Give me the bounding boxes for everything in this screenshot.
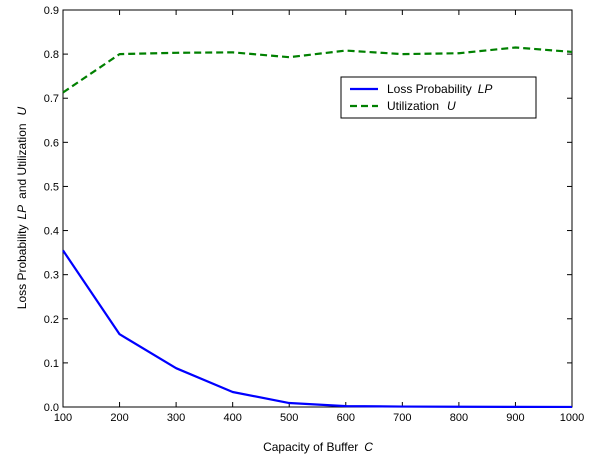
x-axis-title: Capacity of Buffer C [263, 440, 373, 454]
y-tick-label: 0.7 [44, 93, 59, 105]
x-tick-label: 800 [450, 412, 468, 424]
y-tick-label: 0.9 [44, 5, 59, 17]
legend-box [340, 76, 537, 119]
y-tick-label: 0.2 [44, 314, 59, 326]
legend: Loss Probability LP Utilization U [340, 76, 537, 119]
legend-label-utilization: Utilization U [387, 99, 456, 113]
x-tick-label: 300 [167, 412, 185, 424]
y-tick-label: 0.6 [44, 137, 59, 149]
x-tick-label: 600 [337, 412, 355, 424]
y-axis-ticks: 0.0 0.1 0.2 0.3 0.4 0.5 0.6 0.7 0.8 0.9 [44, 5, 572, 414]
x-axis-ticks: 100 200 300 400 500 600 700 800 900 1000 [54, 10, 584, 424]
y-tick-label: 0.8 [44, 49, 59, 61]
series-line-utilization [62, 46, 573, 94]
y-tick-label: 0.3 [44, 270, 59, 282]
series-layer [62, 46, 573, 409]
y-tick-label: 0.1 [44, 358, 59, 370]
y-tick-label: 0.0 [44, 402, 59, 414]
x-tick-label: 400 [223, 412, 241, 424]
y-axis-title: Loss ProbabilityLPand UtilizationU [15, 106, 29, 309]
plot-area [62, 9, 573, 408]
x-tick-label: 1000 [560, 412, 584, 424]
series-line-loss-probability [62, 249, 573, 409]
x-tick-label: 900 [506, 412, 524, 424]
y-tick-label: 0.4 [44, 226, 59, 238]
legend-label-loss-probability: Loss Probability LP [387, 82, 492, 96]
x-tick-label: 100 [54, 412, 72, 424]
x-tick-label: 500 [280, 412, 298, 424]
x-tick-label: 700 [393, 412, 411, 424]
x-tick-label: 200 [110, 412, 128, 424]
y-tick-label: 0.5 [44, 181, 59, 193]
